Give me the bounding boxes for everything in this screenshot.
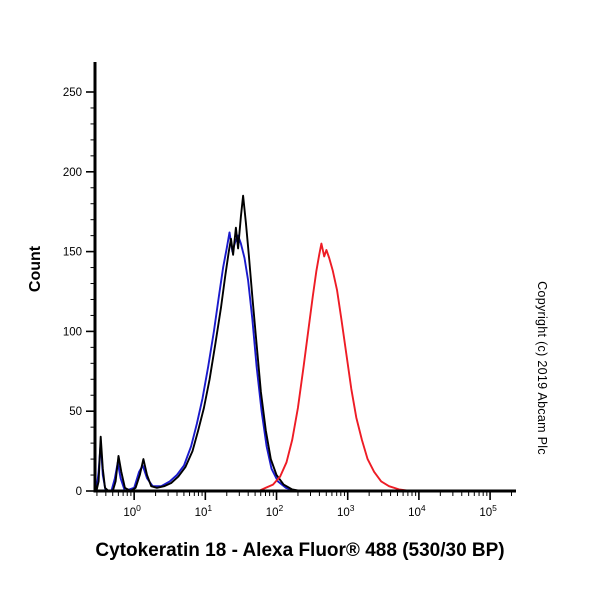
axis-tick-labels: 0 50 100 150 200 250 100 101 102 103 104 105 <box>63 87 497 519</box>
series-black <box>95 194 515 492</box>
y-tick-label: 200 <box>63 167 82 179</box>
y-tick-label: 0 <box>76 486 82 498</box>
x-tick-label: 100 <box>123 503 141 519</box>
copyright-text: Copyright (c) 2019 Abcam Plc <box>535 281 549 455</box>
figure-title: Cytokeratin 18 - Alexa Fluor® 488 (530/3… <box>95 540 505 561</box>
series-red <box>95 242 515 492</box>
x-tick-label: 104 <box>408 503 426 519</box>
axis-major-ticks <box>86 91 491 500</box>
y-tick-label: 150 <box>63 247 82 259</box>
x-tick-label: 101 <box>195 503 213 519</box>
histogram-series <box>95 194 515 492</box>
x-tick-label: 103 <box>337 503 355 519</box>
y-tick-label: 250 <box>63 87 82 99</box>
axis-minor-ticks <box>90 107 513 496</box>
y-tick-label: 50 <box>69 406 82 418</box>
y-axis-title: Count <box>27 245 44 293</box>
x-tick-label: 105 <box>479 503 497 519</box>
x-tick-label: 102 <box>266 503 284 519</box>
y-tick-label: 100 <box>63 326 82 338</box>
